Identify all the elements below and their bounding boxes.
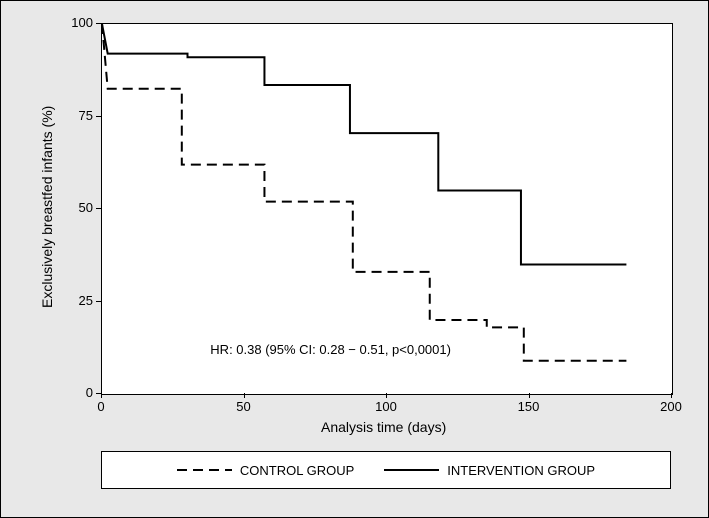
x-tick-mark xyxy=(386,393,387,398)
legend-label: INTERVENTION GROUP xyxy=(447,463,595,478)
y-tick-mark xyxy=(96,301,101,302)
y-tick-label: 25 xyxy=(53,293,93,308)
legend-item: INTERVENTION GROUP xyxy=(384,463,595,478)
x-axis-title: Analysis time (days) xyxy=(321,419,446,435)
x-tick-label: 0 xyxy=(81,399,121,414)
y-tick-mark xyxy=(96,23,101,24)
legend: CONTROL GROUP INTERVENTION GROUP xyxy=(101,451,671,489)
x-tick-mark xyxy=(244,393,245,398)
y-tick-mark xyxy=(96,208,101,209)
series-intervention-group xyxy=(102,24,626,265)
plot-area: HR: 0.38 (95% CI: 0.28 − 0.51, p<0,0001) xyxy=(101,23,673,395)
chart-container: HR: 0.38 (95% CI: 0.28 − 0.51, p<0,0001)… xyxy=(0,0,709,518)
y-tick-mark xyxy=(96,116,101,117)
x-tick-label: 100 xyxy=(366,399,406,414)
x-tick-mark xyxy=(671,393,672,398)
legend-swatch xyxy=(384,465,439,475)
legend-item: CONTROL GROUP xyxy=(177,463,354,478)
legend-swatch xyxy=(177,465,232,475)
legend-label: CONTROL GROUP xyxy=(240,463,354,478)
hr-annotation: HR: 0.38 (95% CI: 0.28 − 0.51, p<0,0001) xyxy=(210,342,451,357)
x-tick-label: 200 xyxy=(651,399,691,414)
y-tick-label: 0 xyxy=(53,385,93,400)
x-tick-mark xyxy=(101,393,102,398)
y-tick-label: 50 xyxy=(53,200,93,215)
step-lines-svg xyxy=(102,24,672,394)
x-tick-label: 50 xyxy=(224,399,264,414)
y-tick-label: 100 xyxy=(53,15,93,30)
x-tick-label: 150 xyxy=(509,399,549,414)
y-tick-label: 75 xyxy=(53,108,93,123)
series-control-group xyxy=(102,24,626,361)
x-tick-mark xyxy=(529,393,530,398)
